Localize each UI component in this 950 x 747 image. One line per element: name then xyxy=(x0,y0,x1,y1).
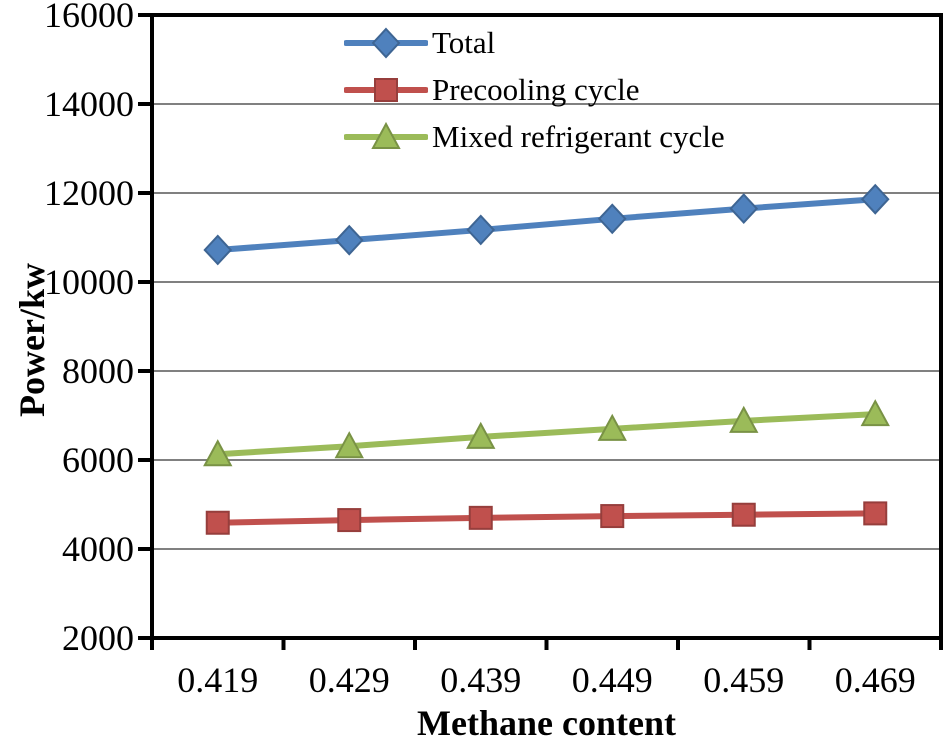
data-point-precooling-cycle xyxy=(731,502,756,527)
y-axis-tick-label: 8000 xyxy=(62,351,134,391)
legend-label-precooling-cycle: Precooling cycle xyxy=(432,71,640,107)
legend-swatch-marker xyxy=(371,27,401,58)
data-point-precooling-cycle xyxy=(863,501,888,526)
x-axis-tick-labels: 0.419 0.429 0.439 0.449 0.459 0.469 xyxy=(177,660,916,700)
data-point-mixed-refrigerant-cycle xyxy=(860,399,890,427)
y-axis-tick-label: 6000 xyxy=(62,440,134,480)
axis-ticks xyxy=(138,13,943,650)
square-marker-icon xyxy=(344,77,428,102)
data-point-mixed-refrigerant-cycle xyxy=(597,413,627,441)
diamond-marker-icon xyxy=(344,27,428,58)
data-point-total xyxy=(860,183,890,215)
data-point-total xyxy=(466,214,496,246)
y-axis-tick-label: 12000 xyxy=(44,173,134,213)
series-line-total xyxy=(214,196,879,253)
data-point-precooling-cycle xyxy=(468,505,493,530)
y-axis-tick-label: 16000 xyxy=(44,0,134,35)
legend-swatch-marker xyxy=(374,77,398,102)
x-axis-tick-label: 0.419 xyxy=(177,660,258,700)
data-point-total xyxy=(729,193,759,225)
data-point-precooling-cycle xyxy=(205,510,230,535)
y-axis-title: Power/kw xyxy=(12,263,52,417)
x-axis-tick-label: 0.469 xyxy=(835,660,916,700)
triangle-marker-icon xyxy=(344,121,428,149)
series-line-mixed-refrigerant-cycle xyxy=(214,411,879,458)
x-axis-tick-label: 0.439 xyxy=(440,660,521,700)
legend-label-mixed-refrigerant-cycle: Mixed refrigerant cycle xyxy=(432,118,725,154)
data-point-total xyxy=(334,224,364,256)
data-point-mixed-refrigerant-cycle xyxy=(334,431,364,459)
series-total xyxy=(203,183,890,266)
y-axis-tick-labels: 2000 4000 6000 8000 10000 12000 14000 16000 xyxy=(44,0,134,658)
data-point-mixed-refrigerant-cycle xyxy=(466,421,496,449)
legend-swatch-marker xyxy=(371,121,401,149)
legend-label-total: Total xyxy=(432,24,496,60)
data-point-total xyxy=(597,203,627,235)
data-point-precooling-cycle xyxy=(337,508,362,533)
plot-background xyxy=(152,15,941,638)
data-point-mixed-refrigerant-cycle xyxy=(203,439,233,467)
y-axis-tick-label: 14000 xyxy=(44,84,134,124)
data-point-precooling-cycle xyxy=(600,504,625,529)
legend-item-precooling-cycle: Precooling cycle xyxy=(344,66,725,113)
legend-item-total: Total xyxy=(344,19,725,66)
legend: Total Precooling cycle Mixed refrigerant… xyxy=(344,19,725,160)
x-axis-tick-label: 0.429 xyxy=(309,660,390,700)
y-axis-tick-label: 4000 xyxy=(62,529,134,569)
series-precooling-cycle xyxy=(205,501,888,535)
x-axis-tick-label: 0.449 xyxy=(572,660,653,700)
y-axis-tick-label: 2000 xyxy=(62,618,134,658)
data-point-mixed-refrigerant-cycle xyxy=(729,405,759,433)
gridlines xyxy=(152,103,941,550)
x-axis-title: Methane content xyxy=(417,703,676,743)
y-axis-tick-label: 10000 xyxy=(44,262,134,302)
x-axis-tick-label: 0.459 xyxy=(703,660,784,700)
data-point-total xyxy=(203,234,233,266)
series-mixed-refrigerant-cycle xyxy=(203,399,890,467)
series-line-precooling-cycle xyxy=(214,510,879,526)
legend-item-mixed-refrigerant-cycle: Mixed refrigerant cycle xyxy=(344,113,725,160)
